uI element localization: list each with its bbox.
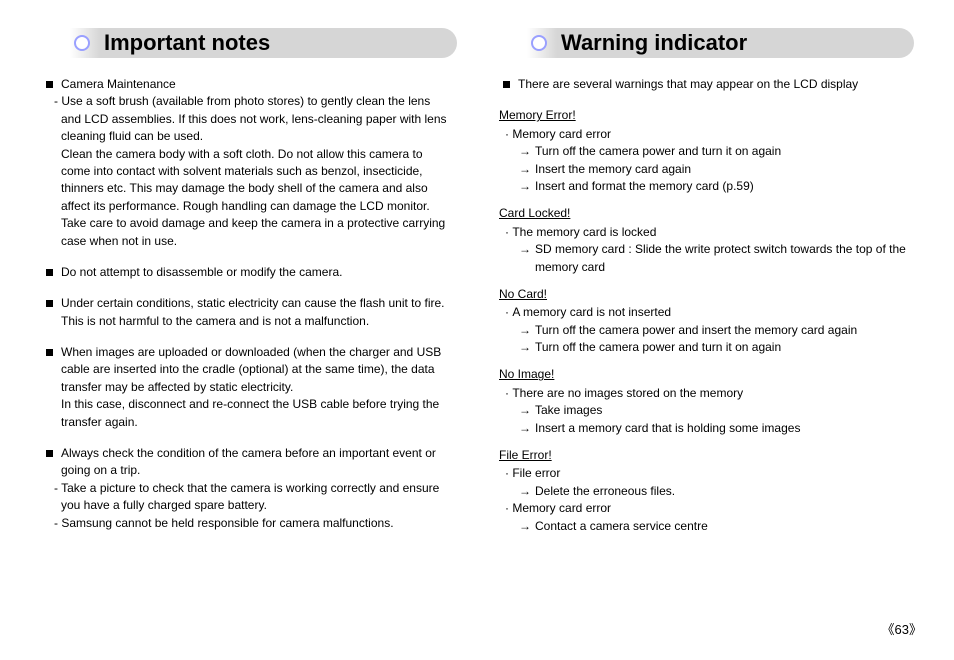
right-column: Warning indicator There are several warn… <box>497 28 914 546</box>
left-body: Camera MaintenanceUse a soft brush (avai… <box>40 76 457 532</box>
manual-page: Important notes Camera MaintenanceUse a … <box>0 0 954 566</box>
error-action-row: →Take images <box>499 402 908 419</box>
error-title: No Image! <box>499 366 908 383</box>
error-action-row: →Turn off the camera power and turn it o… <box>499 339 908 356</box>
note-lead: Under certain conditions, static electri… <box>61 295 451 330</box>
error-action-row: →Insert and format the memory card (p.59… <box>499 178 908 195</box>
note-lead: When images are uploaded or downloaded (… <box>61 344 451 396</box>
error-action: Turn off the camera power and insert the… <box>535 322 908 339</box>
square-bullet-icon <box>503 81 510 88</box>
error-sub: Memory card error <box>499 126 908 143</box>
note-lead-row: When images are uploaded or downloaded (… <box>42 344 451 396</box>
heading-bar-right: Warning indicator <box>497 28 914 58</box>
error-action-row: →Turn off the camera power and turn it o… <box>499 143 908 160</box>
note-block: When images are uploaded or downloaded (… <box>42 344 451 431</box>
arrow-icon: → <box>519 420 531 437</box>
heading-right: Warning indicator <box>561 30 747 56</box>
right-body: There are several warnings that may appe… <box>497 76 914 535</box>
arrow-icon: → <box>519 322 531 339</box>
error-action: Contact a camera service centre <box>535 518 908 535</box>
arrow-icon: → <box>519 143 531 160</box>
error-action: Insert the memory card again <box>535 161 908 178</box>
arrow-icon: → <box>519 402 531 419</box>
note-lead-row: Do not attempt to disassemble or modify … <box>42 264 451 281</box>
error-action-row: →Insert a memory card that is holding so… <box>499 420 908 437</box>
error-action: Take images <box>535 402 908 419</box>
square-bullet-icon <box>46 269 53 276</box>
square-bullet-icon <box>46 349 53 356</box>
error-sub: The memory card is locked <box>499 224 908 241</box>
note-lead-row: Camera Maintenance <box>42 76 451 93</box>
note-lead: Always check the condition of the camera… <box>61 445 451 480</box>
error-action-row: →Insert the memory card again <box>499 161 908 178</box>
error-sub: Memory card error <box>499 500 908 517</box>
error-action-row: →Delete the erroneous files. <box>499 483 908 500</box>
note-plain: Clean the camera body with a soft cloth.… <box>42 146 451 250</box>
error-sub: File error <box>499 465 908 482</box>
arrow-icon: → <box>519 483 531 500</box>
note-block: Camera MaintenanceUse a soft brush (avai… <box>42 76 451 250</box>
error-action: Delete the erroneous files. <box>535 483 908 500</box>
note-lead: Camera Maintenance <box>61 76 451 93</box>
error-sub: A memory card is not inserted <box>499 304 908 321</box>
note-dash: Samsung cannot be held responsible for c… <box>42 515 451 532</box>
note-lead-row: Under certain conditions, static electri… <box>42 295 451 330</box>
note-dash: Use a soft brush (available from photo s… <box>42 93 451 145</box>
note-block: Do not attempt to disassemble or modify … <box>42 264 451 281</box>
bullet-circle-icon <box>531 35 547 51</box>
error-action: SD memory card : Slide the write protect… <box>535 241 908 276</box>
error-sub: There are no images stored on the memory <box>499 385 908 402</box>
heading-left: Important notes <box>104 30 270 56</box>
left-column: Important notes Camera MaintenanceUse a … <box>40 28 457 546</box>
error-title: Card Locked! <box>499 205 908 222</box>
arrow-icon: → <box>519 241 531 276</box>
note-lead-row: Always check the condition of the camera… <box>42 445 451 480</box>
arrow-icon: → <box>519 339 531 356</box>
bullet-circle-icon <box>74 35 90 51</box>
arrow-icon: → <box>519 518 531 535</box>
arrow-icon: → <box>519 161 531 178</box>
arrow-icon: → <box>519 178 531 195</box>
error-title: No Card! <box>499 286 908 303</box>
error-action: Insert a memory card that is holding som… <box>535 420 908 437</box>
warning-intro: There are several warnings that may appe… <box>518 76 908 93</box>
error-action-row: →SD memory card : Slide the write protec… <box>499 241 908 276</box>
square-bullet-icon <box>46 450 53 457</box>
error-title: Memory Error! <box>499 107 908 124</box>
heading-bar-left: Important notes <box>40 28 457 58</box>
error-title: File Error! <box>499 447 908 464</box>
error-action: Turn off the camera power and turn it on… <box>535 143 908 160</box>
warning-intro-row: There are several warnings that may appe… <box>499 76 908 93</box>
note-block: Under certain conditions, static electri… <box>42 295 451 330</box>
square-bullet-icon <box>46 300 53 307</box>
note-block: Always check the condition of the camera… <box>42 445 451 532</box>
warning-intro-block: There are several warnings that may appe… <box>499 76 908 93</box>
error-action: Insert and format the memory card (p.59) <box>535 178 908 195</box>
error-action-row: →Turn off the camera power and insert th… <box>499 322 908 339</box>
error-action-row: →Contact a camera service centre <box>499 518 908 535</box>
note-plain: In this case, disconnect and re-connect … <box>42 396 451 431</box>
note-lead: Do not attempt to disassemble or modify … <box>61 264 451 281</box>
note-dash: Take a picture to check that the camera … <box>42 480 451 515</box>
square-bullet-icon <box>46 81 53 88</box>
error-action: Turn off the camera power and turn it on… <box>535 339 908 356</box>
page-number: 63 <box>882 619 923 638</box>
